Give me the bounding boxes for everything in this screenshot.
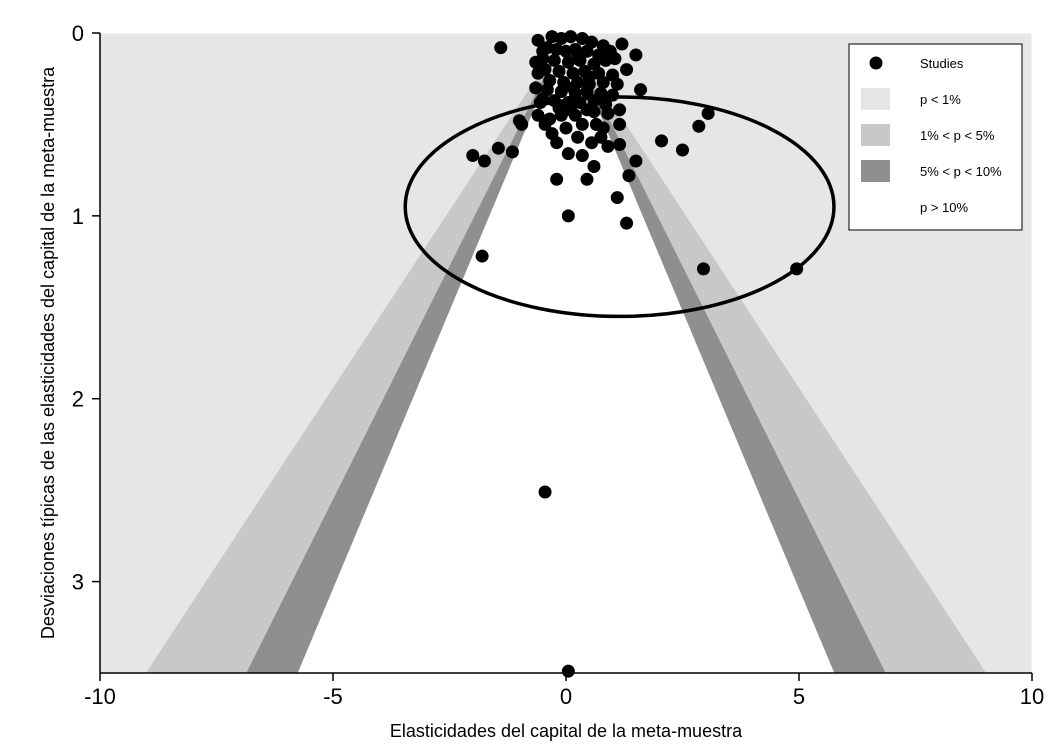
study-point xyxy=(466,149,480,163)
legend-swatch xyxy=(861,160,890,182)
x-tick-label: 0 xyxy=(560,684,572,709)
study-point xyxy=(571,48,585,62)
study-point xyxy=(491,141,505,155)
study-point xyxy=(620,216,634,230)
study-point xyxy=(620,63,634,77)
x-tick-label: 10 xyxy=(1020,684,1044,709)
study-point xyxy=(613,103,627,117)
study-point xyxy=(540,83,554,97)
study-point xyxy=(589,117,603,131)
contour-region-3 xyxy=(297,33,835,673)
significance-contours xyxy=(145,33,987,673)
study-point xyxy=(552,101,566,115)
study-point xyxy=(580,172,594,186)
study-point xyxy=(608,52,622,66)
study-point xyxy=(531,108,545,122)
x-tick-label: 5 xyxy=(793,684,805,709)
study-point xyxy=(477,154,491,168)
legend: Studies p < 1% 1% < p < 5% 5% < p < 10% p > … xyxy=(848,43,1023,231)
x-tick-label: -5 xyxy=(323,684,343,709)
study-point xyxy=(601,139,615,153)
study-point xyxy=(552,64,566,78)
study-point xyxy=(622,169,636,183)
study-point xyxy=(610,191,624,205)
study-point xyxy=(550,172,564,186)
study-point xyxy=(564,30,578,44)
x-axis-title: Elasticidades del capital de la meta-mue… xyxy=(390,721,743,741)
study-point xyxy=(559,121,573,135)
study-point xyxy=(531,33,545,47)
study-points xyxy=(466,30,804,678)
legend-label: 5% < p < 10% xyxy=(920,164,1002,179)
study-point xyxy=(505,145,519,159)
study-point xyxy=(475,249,489,263)
study-point xyxy=(580,85,594,99)
study-point xyxy=(629,154,643,168)
legend-swatch xyxy=(861,88,890,110)
y-axis-title: Desviaciones típicas de las elasticidade… xyxy=(38,66,58,639)
legend-label: p > 10% xyxy=(920,200,969,215)
study-point xyxy=(561,664,575,678)
legend-label: Studies xyxy=(920,56,964,71)
y-tick-label: 3 xyxy=(72,570,84,595)
study-point xyxy=(529,81,543,95)
study-point xyxy=(696,262,710,276)
x-tick-label: -10 xyxy=(84,684,116,709)
study-point xyxy=(538,485,552,499)
study-point xyxy=(515,117,529,131)
study-point xyxy=(561,55,575,69)
study-point xyxy=(582,70,596,84)
study-point xyxy=(629,48,643,62)
study-point xyxy=(561,209,575,223)
study-point xyxy=(575,117,589,131)
legend-swatch xyxy=(861,124,890,146)
legend-label: 1% < p < 5% xyxy=(920,128,995,143)
study-point xyxy=(547,53,561,67)
legend-swatch xyxy=(861,196,890,218)
study-point xyxy=(596,75,610,89)
study-point xyxy=(554,85,568,99)
study-point xyxy=(676,143,689,157)
study-point xyxy=(601,106,615,120)
study-point xyxy=(613,117,627,131)
study-point xyxy=(587,105,601,119)
study-point xyxy=(550,136,564,150)
study-point xyxy=(575,149,589,163)
legend-swatch-studies xyxy=(869,56,883,70)
study-point xyxy=(543,112,557,126)
study-point xyxy=(571,130,585,144)
study-point xyxy=(594,130,608,144)
axes: -10 -5 0 5 10 0 1 2 3 xyxy=(72,21,1044,709)
study-point xyxy=(634,83,648,97)
highlight-ellipse xyxy=(403,95,836,319)
study-point xyxy=(701,106,715,120)
y-tick-label: 0 xyxy=(72,21,84,46)
study-point xyxy=(692,119,706,133)
study-point xyxy=(494,41,508,55)
y-tick-label: 2 xyxy=(72,387,84,412)
study-point xyxy=(564,103,578,117)
study-point xyxy=(615,37,629,51)
legend-label: p < 1% xyxy=(920,92,961,107)
study-point xyxy=(610,77,624,91)
study-point xyxy=(587,159,601,173)
study-point xyxy=(561,147,575,161)
study-point xyxy=(655,134,669,148)
study-point xyxy=(613,138,627,152)
study-point xyxy=(538,63,552,77)
study-point xyxy=(536,52,550,66)
y-tick-label: 1 xyxy=(72,204,84,229)
study-point xyxy=(566,81,580,95)
